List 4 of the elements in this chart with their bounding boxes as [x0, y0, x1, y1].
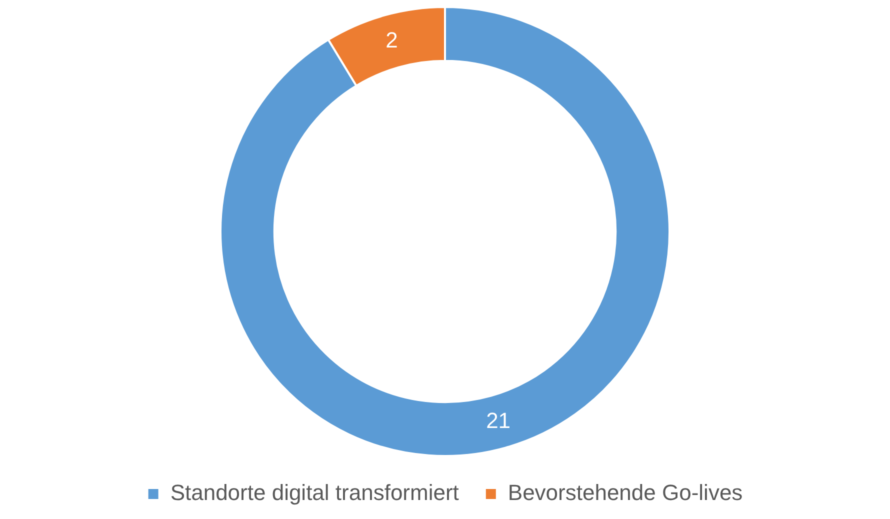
- legend-label: Standorte digital transformiert: [170, 480, 459, 506]
- legend-label: Bevorstehende Go-lives: [508, 480, 743, 506]
- data-label: 2: [386, 27, 398, 52]
- data-label: 21: [486, 408, 511, 433]
